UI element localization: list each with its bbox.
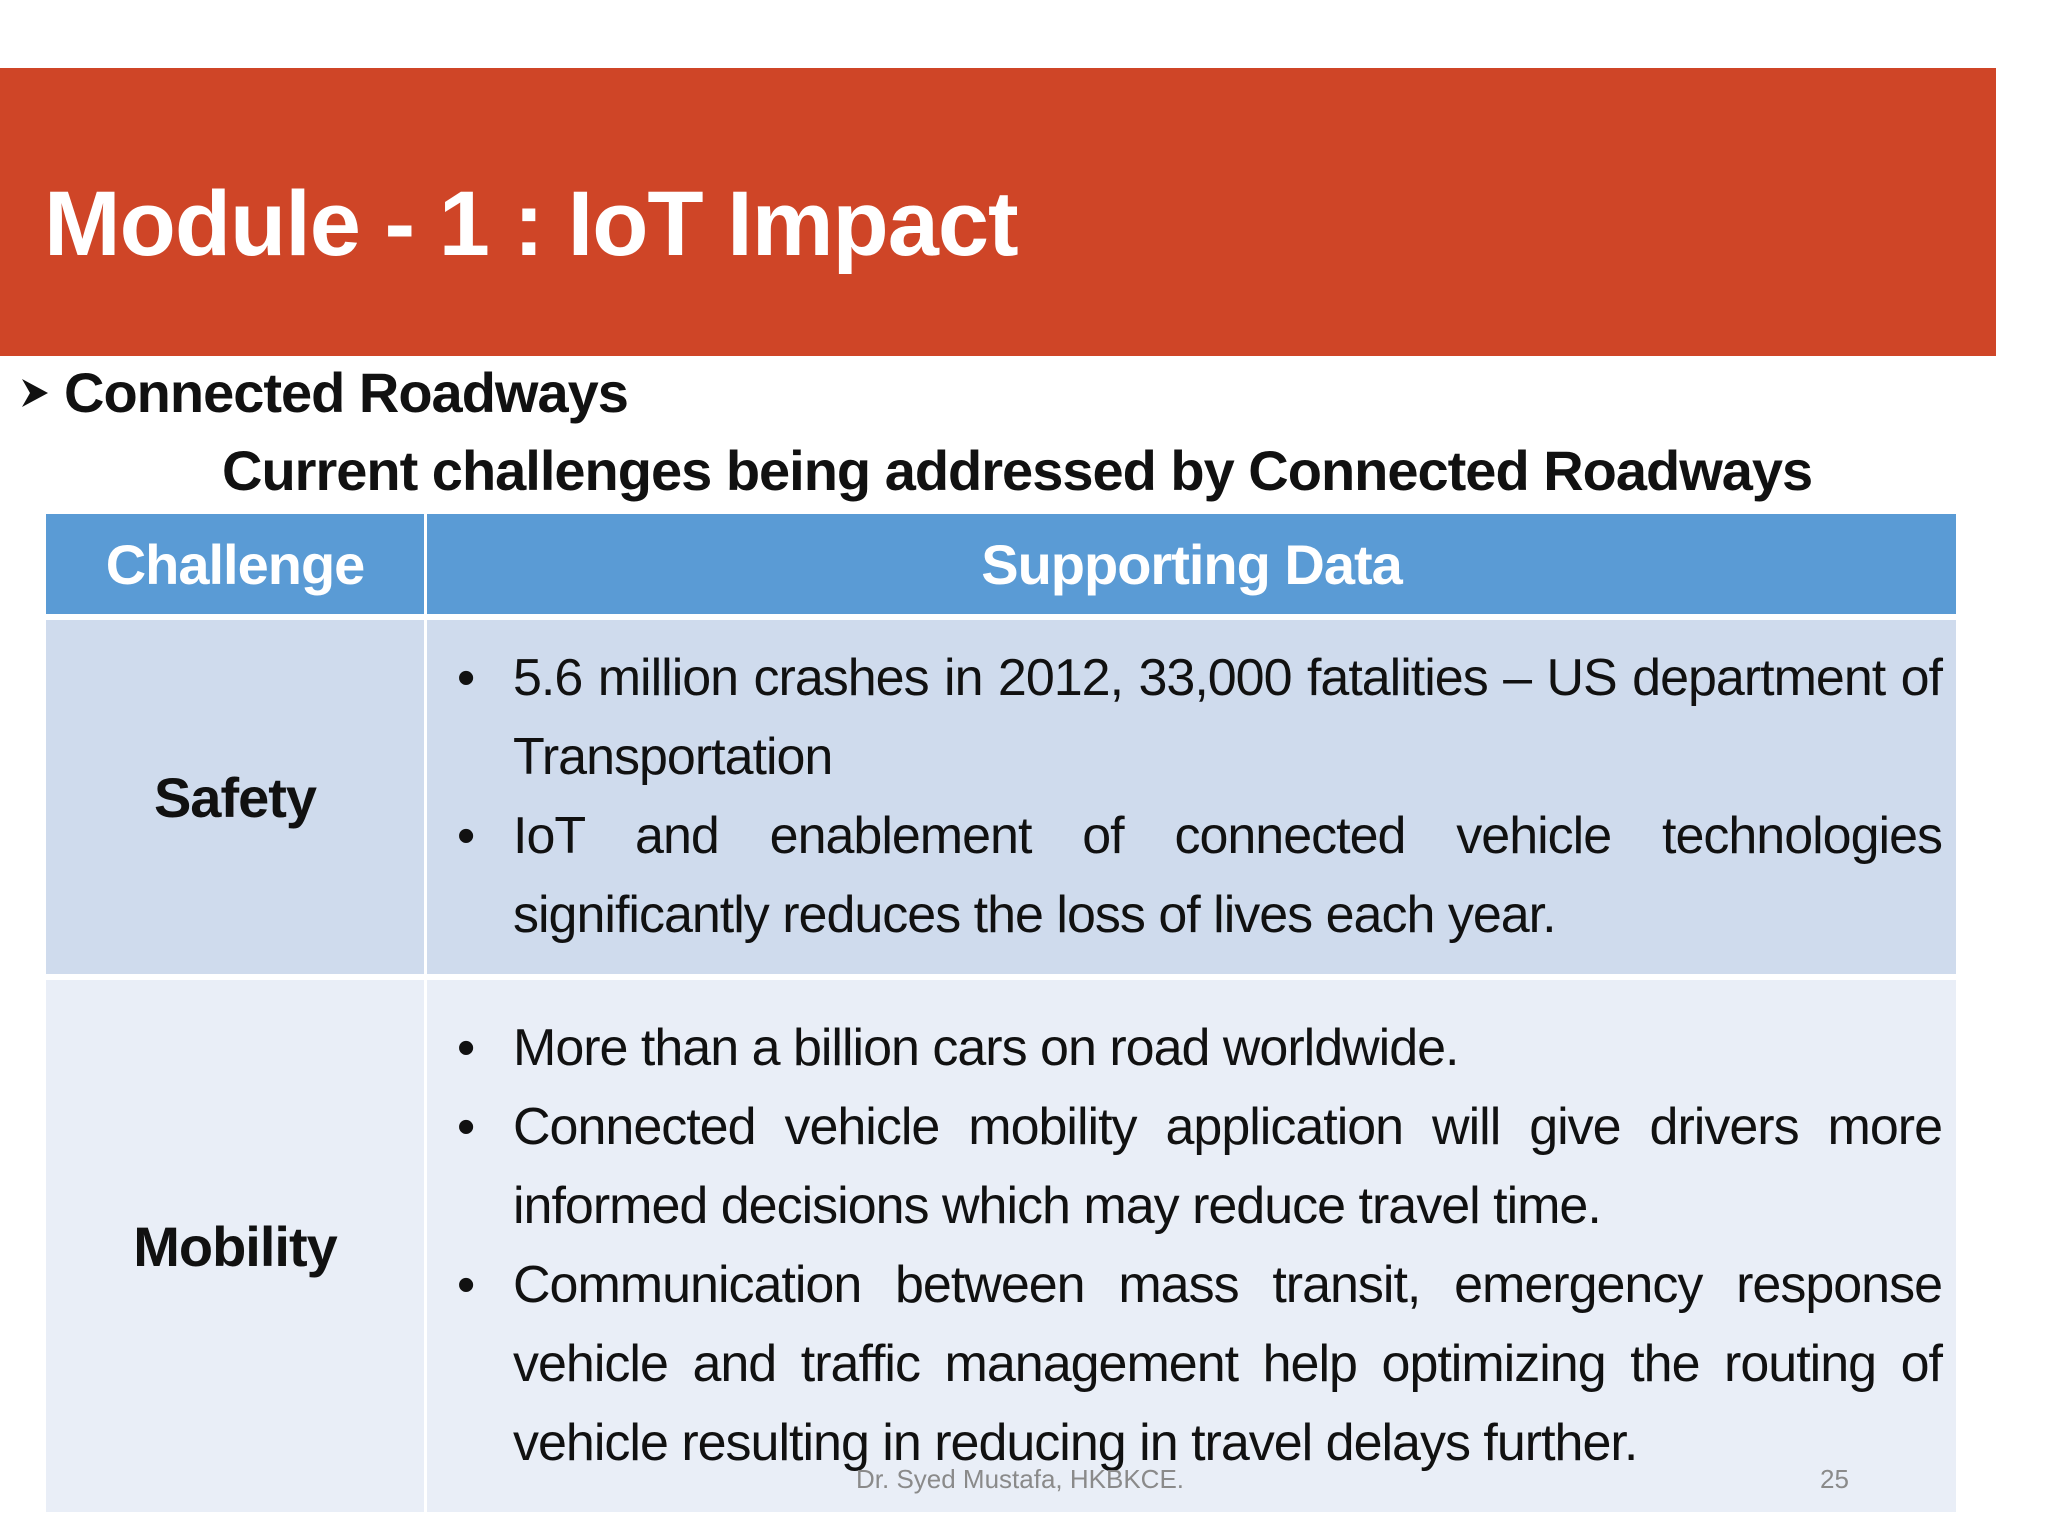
arrow-bullet-icon xyxy=(22,378,48,407)
section-bullet-line: Connected Roadways xyxy=(20,360,629,425)
header-supporting-data: Supporting Data xyxy=(425,514,1956,617)
bullet-dot-icon: • xyxy=(457,1256,475,1314)
challenge-cell: Mobility xyxy=(46,974,427,1512)
challenge-cell: Safety xyxy=(46,614,427,977)
bullet-list: • More than a billion cars on road worldw… xyxy=(427,1009,1956,1483)
footer-author: Dr. Syed Mustafa, HKBKCE. xyxy=(856,1464,1185,1494)
table-row-safety: Safety • 5.6 million crashes in 2012, 33,… xyxy=(46,614,1956,977)
bullet-list: • 5.6 million crashes in 2012, 33,000 fat… xyxy=(427,639,1956,955)
header-challenge: Challenge xyxy=(46,514,427,617)
supporting-data-cell: • More than a billion cars on road worldw… xyxy=(425,974,1956,1512)
slide-title: Module - 1 : IoT Impact xyxy=(44,173,1019,275)
table-header-row: Challenge Supporting Data xyxy=(46,514,1956,617)
title-bar xyxy=(0,68,1996,356)
bullet-item: • Communication between mass transit, eme… xyxy=(447,1246,1943,1483)
table-row-mobility: Mobility • More than a billion cars on ro… xyxy=(46,974,1956,1512)
section-heading: Connected Roadways xyxy=(64,361,629,424)
table-caption: Current challenges being addressed by Co… xyxy=(222,439,1813,502)
bullet-dot-icon: • xyxy=(457,1098,475,1156)
page-number: 25 xyxy=(1820,1464,1849,1494)
bullet-dot-icon: • xyxy=(457,649,475,707)
bullet-item: • Connected vehicle mobility application … xyxy=(447,1088,1943,1246)
bullet-item: • More than a billion cars on road worldw… xyxy=(447,1009,1942,1088)
supporting-data-cell: • 5.6 million crashes in 2012, 33,000 fat… xyxy=(425,614,1956,977)
challenges-table: Challenge Supporting Data Safety • 5.6 mi… xyxy=(46,514,1956,1512)
bullet-dot-icon: • xyxy=(457,1019,475,1077)
bullet-item: • 5.6 million crashes in 2012, 33,000 fat… xyxy=(447,639,1943,797)
bullet-dot-icon: • xyxy=(457,807,475,865)
bullet-item: • IoT and enablement of connected vehicle… xyxy=(447,797,1943,955)
